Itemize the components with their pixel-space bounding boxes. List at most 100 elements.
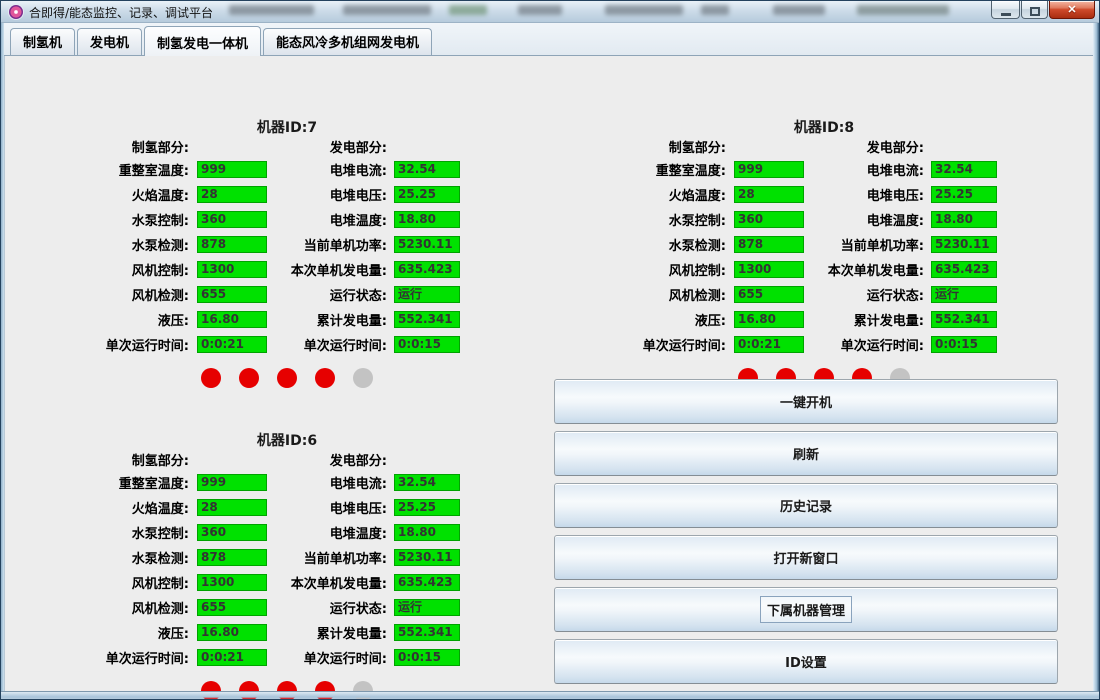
value-field[interactable]: 16.80: [734, 311, 804, 328]
value-field[interactable]: 655: [197, 599, 267, 616]
window-frame-bottom: [1, 691, 1099, 699]
data-row: 水泵控制: 360: [62, 207, 267, 232]
field-label: 单次运行时间:: [840, 339, 924, 354]
data-row: 电堆温度: 18.80: [267, 207, 460, 232]
value-field[interactable]: 0:0:21: [734, 336, 804, 353]
tab-generator[interactable]: 发电机: [77, 28, 143, 55]
value-field[interactable]: 运行: [931, 286, 997, 303]
machine-id-title: 机器ID:8: [793, 120, 855, 136]
subordinate-machine-management-button[interactable]: 下属机器管理: [554, 587, 1058, 632]
field-label: 电堆温度:: [866, 214, 924, 229]
value-field[interactable]: 0:0:21: [197, 336, 267, 353]
data-row: 本次单机发电量: 635.423: [267, 570, 460, 595]
minimize-icon: [1000, 13, 1011, 16]
field-label: 单次运行时间:: [642, 339, 726, 354]
field-label: 电堆温度:: [329, 527, 387, 542]
value-field[interactable]: 28: [197, 499, 267, 516]
value-field[interactable]: 25.25: [394, 499, 460, 516]
value-field[interactable]: 999: [734, 161, 804, 178]
value-field[interactable]: 360: [734, 211, 804, 228]
refresh-button[interactable]: 刷新: [554, 431, 1058, 476]
value-field[interactable]: 0:0:15: [394, 336, 460, 353]
hydrogen-section-header: 制氢部分:: [131, 454, 189, 469]
value-field[interactable]: 18.80: [931, 211, 997, 228]
minimize-button[interactable]: [991, 1, 1020, 19]
data-row: 单次运行时间: 0:0:21: [599, 332, 804, 357]
field-label: 水泵检测:: [131, 552, 189, 567]
tab-hydrogen-machine[interactable]: 制氢机: [10, 28, 76, 55]
value-field[interactable]: 1300: [197, 261, 267, 278]
value-field[interactable]: 28: [734, 186, 804, 203]
section-header-row: 制氢部分:: [62, 449, 267, 470]
value-field[interactable]: 5230.11: [931, 236, 997, 253]
data-row: 电堆温度: 18.80: [804, 207, 997, 232]
value-field[interactable]: 999: [197, 161, 267, 178]
value-field[interactable]: 16.80: [197, 624, 267, 641]
value-field[interactable]: 16.80: [197, 311, 267, 328]
value-field[interactable]: 360: [197, 524, 267, 541]
value-field[interactable]: 0:0:21: [197, 649, 267, 666]
data-row: 电堆电流: 32.54: [804, 157, 997, 182]
data-row: 本次单机发电量: 635.423: [804, 257, 997, 282]
data-row: 液压: 16.80: [599, 307, 804, 332]
data-row: 当前单机功率: 5230.11: [267, 545, 460, 570]
value-field[interactable]: 552.341: [394, 624, 460, 641]
hydrogen-section: 制氢部分: 重整室温度: 999 火焰温度: 28 水泵控制: 360 水泵检测: 878 风机控…: [599, 136, 804, 357]
field-label: 液压:: [157, 314, 189, 329]
tab-content-panel: 机器ID:7 制氢部分: 重整室温度: 999 火焰温度: 28 水泵控制: 360 水泵检测:…: [4, 56, 1095, 699]
value-field[interactable]: 635.423: [394, 574, 460, 591]
field-label: 水泵控制:: [131, 527, 189, 542]
field-label: 重整室温度:: [118, 477, 189, 492]
data-row: 风机控制: 1300: [62, 257, 267, 282]
id-settings-button[interactable]: ID设置: [554, 639, 1058, 684]
value-field[interactable]: 1300: [197, 574, 267, 591]
value-field[interactable]: 0:0:15: [931, 336, 997, 353]
value-field[interactable]: 18.80: [394, 211, 460, 228]
value-field[interactable]: 999: [197, 474, 267, 491]
value-field[interactable]: 878: [734, 236, 804, 253]
value-field[interactable]: 552.341: [931, 311, 997, 328]
value-field[interactable]: 0:0:15: [394, 649, 460, 666]
data-row: 风机检测: 655: [599, 282, 804, 307]
history-record-button[interactable]: 历史记录: [554, 483, 1058, 528]
field-label: 风机控制:: [131, 264, 189, 279]
open-new-window-button[interactable]: 打开新窗口: [554, 535, 1058, 580]
value-field[interactable]: 运行: [394, 599, 460, 616]
value-field[interactable]: 635.423: [931, 261, 997, 278]
one-key-start-button[interactable]: 一键开机: [554, 379, 1058, 424]
value-field[interactable]: 655: [734, 286, 804, 303]
field-label: 水泵控制:: [668, 214, 726, 229]
value-field[interactable]: 18.80: [394, 524, 460, 541]
power-section-header: 发电部分:: [329, 454, 387, 469]
value-field[interactable]: 635.423: [394, 261, 460, 278]
value-field[interactable]: 655: [197, 286, 267, 303]
field-label: 电堆电压:: [866, 189, 924, 204]
value-field[interactable]: 552.341: [394, 311, 460, 328]
value-field[interactable]: 878: [197, 549, 267, 566]
data-row: 单次运行时间: 0:0:15: [267, 332, 460, 357]
value-field[interactable]: 32.54: [394, 161, 460, 178]
data-row: 火焰温度: 28: [62, 495, 267, 520]
value-field[interactable]: 1300: [734, 261, 804, 278]
close-icon: ✕: [1067, 3, 1077, 16]
maximize-button[interactable]: [1021, 1, 1048, 19]
machine-panel-8: 机器ID:8 制氢部分: 重整室温度: 999 火焰温度: 28 水泵控制: 360 水泵检测:…: [599, 112, 1049, 402]
value-field[interactable]: 5230.11: [394, 236, 460, 253]
value-field[interactable]: 32.54: [931, 161, 997, 178]
value-field[interactable]: 878: [197, 236, 267, 253]
value-field[interactable]: 360: [197, 211, 267, 228]
value-field[interactable]: 运行: [394, 286, 460, 303]
value-field[interactable]: 25.25: [931, 186, 997, 203]
field-label: 运行状态:: [329, 602, 387, 617]
value-field[interactable]: 25.25: [394, 186, 460, 203]
field-label: 单次运行时间:: [303, 339, 387, 354]
data-row: 电堆电压: 25.25: [267, 495, 460, 520]
power-section: 发电部分: 电堆电流: 32.54 电堆电压: 25.25 电堆温度: 18.80 当前单机功…: [267, 449, 460, 670]
field-label: 累计发电量:: [316, 314, 387, 329]
tab-hydrogen-power-combo[interactable]: 制氢发电一体机: [144, 26, 262, 56]
value-field[interactable]: 32.54: [394, 474, 460, 491]
close-button[interactable]: ✕: [1049, 1, 1095, 19]
value-field[interactable]: 5230.11: [394, 549, 460, 566]
tab-aircooled-grid-generator[interactable]: 能态风冷多机组网发电机: [263, 28, 433, 55]
value-field[interactable]: 28: [197, 186, 267, 203]
